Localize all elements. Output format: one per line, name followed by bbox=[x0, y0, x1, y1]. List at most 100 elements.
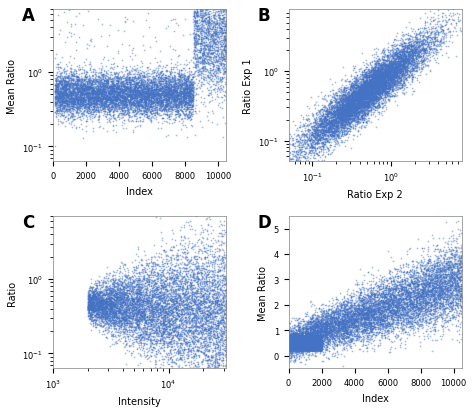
Point bbox=[186, 81, 194, 88]
Point bbox=[365, 97, 373, 104]
Point bbox=[341, 328, 349, 334]
Point bbox=[107, 88, 114, 95]
Point bbox=[152, 301, 160, 308]
Point bbox=[95, 289, 102, 295]
Point bbox=[307, 341, 314, 347]
Point bbox=[202, 76, 210, 83]
Point bbox=[341, 309, 348, 315]
Point bbox=[309, 346, 317, 353]
Point bbox=[351, 102, 358, 109]
Point bbox=[438, 275, 445, 281]
Point bbox=[86, 93, 93, 100]
Point bbox=[420, 56, 428, 63]
Point bbox=[382, 297, 389, 303]
Point bbox=[347, 83, 355, 90]
Point bbox=[298, 143, 306, 150]
Point bbox=[315, 153, 322, 159]
Point bbox=[351, 302, 358, 309]
Point bbox=[211, 40, 219, 47]
Point bbox=[369, 95, 376, 102]
Point bbox=[362, 306, 370, 312]
Point bbox=[110, 297, 118, 304]
Point bbox=[109, 84, 116, 91]
Point bbox=[145, 97, 152, 104]
Point bbox=[136, 300, 143, 306]
Point bbox=[155, 91, 163, 98]
Point bbox=[183, 90, 191, 97]
Point bbox=[316, 335, 324, 342]
Point bbox=[295, 145, 303, 152]
Point bbox=[389, 73, 397, 79]
Point bbox=[101, 304, 109, 311]
Point bbox=[290, 333, 297, 339]
Point bbox=[117, 259, 125, 265]
Point bbox=[367, 79, 375, 86]
Point bbox=[79, 95, 87, 102]
Point bbox=[399, 82, 407, 89]
Point bbox=[364, 91, 371, 97]
Point bbox=[397, 62, 405, 68]
Point bbox=[310, 320, 318, 326]
Point bbox=[355, 92, 362, 99]
Point bbox=[58, 91, 66, 97]
Point bbox=[104, 285, 112, 292]
Point bbox=[100, 89, 108, 95]
Point bbox=[146, 109, 154, 116]
Point bbox=[130, 311, 137, 318]
Point bbox=[351, 301, 358, 307]
Point bbox=[329, 109, 337, 116]
Point bbox=[65, 104, 73, 111]
Point bbox=[447, 299, 455, 306]
Point bbox=[352, 316, 359, 322]
Point bbox=[292, 154, 300, 161]
Point bbox=[401, 305, 409, 311]
Point bbox=[458, 267, 465, 274]
Point bbox=[372, 100, 379, 107]
Point bbox=[419, 316, 427, 322]
Point bbox=[293, 344, 301, 350]
Point bbox=[372, 100, 379, 107]
Point bbox=[98, 72, 106, 79]
Point bbox=[297, 338, 304, 344]
Point bbox=[118, 304, 126, 311]
Point bbox=[214, 59, 222, 66]
Point bbox=[151, 319, 159, 325]
Point bbox=[294, 322, 301, 329]
Point bbox=[137, 101, 144, 108]
Point bbox=[97, 297, 104, 304]
Point bbox=[367, 92, 375, 98]
Point bbox=[99, 88, 107, 94]
Point bbox=[305, 344, 313, 351]
Point bbox=[132, 308, 140, 314]
Point bbox=[51, 82, 59, 88]
Point bbox=[385, 297, 393, 303]
Point bbox=[199, 71, 206, 78]
Point bbox=[100, 316, 107, 322]
Point bbox=[117, 93, 124, 100]
Point bbox=[311, 319, 319, 326]
Point bbox=[125, 87, 132, 94]
Point bbox=[371, 94, 378, 100]
Point bbox=[294, 343, 301, 350]
Point bbox=[181, 96, 189, 103]
Point bbox=[211, 48, 219, 55]
Point bbox=[394, 273, 402, 280]
Point bbox=[78, 98, 85, 105]
Point bbox=[404, 309, 411, 315]
Point bbox=[361, 313, 369, 320]
Point bbox=[385, 63, 392, 69]
Point bbox=[93, 306, 101, 313]
Point bbox=[205, 320, 212, 327]
Point bbox=[327, 120, 335, 126]
Point bbox=[129, 102, 137, 108]
Point bbox=[382, 325, 390, 332]
Point bbox=[425, 43, 432, 50]
Point bbox=[180, 33, 187, 39]
Point bbox=[381, 306, 389, 313]
Point bbox=[388, 79, 396, 85]
Point bbox=[110, 308, 118, 314]
Point bbox=[157, 330, 164, 336]
Point bbox=[379, 89, 386, 95]
Point bbox=[368, 84, 375, 91]
Point bbox=[445, 264, 453, 271]
